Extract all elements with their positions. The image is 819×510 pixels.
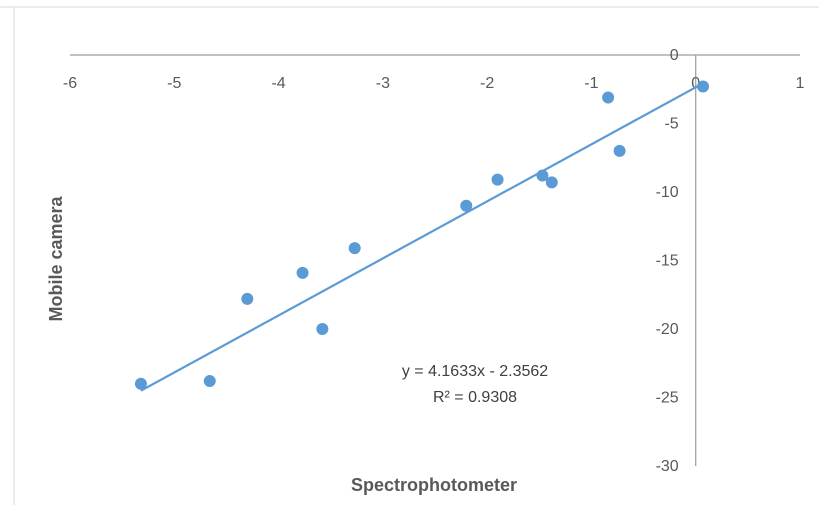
data-point [545,176,558,189]
axes: -6 -5 -4 -3 -2 -1 0 1 0-5-10-15-20-25-30 [63,47,805,475]
trendline-equation: y = 4.1633x - 2.3562 [402,363,548,380]
data-point [613,144,626,157]
x-tick-labels: -6 -5 -4 -3 -2 -1 0 1 [63,75,805,92]
x-tick-label: -4 [271,75,285,92]
data-point [460,199,473,212]
y-axis-title: Mobile camera [46,195,66,321]
y-tick-labels: 0 -5 -10 -15 -20 -25 -30 [656,47,679,475]
data-point [203,375,216,388]
data-point [697,80,710,93]
data-point [134,377,147,390]
x-tick-label: -1 [584,75,598,92]
x-tick-label: -6 [63,75,77,92]
data-points [134,80,710,390]
y-tick-label: -20 [656,321,679,338]
data-point [348,242,361,255]
x-tick-label: -2 [480,75,494,92]
y-tick-label: -30 [656,458,679,475]
y-tick-label: -25 [656,390,679,407]
x-axis-title: Spectrophotometer [351,475,517,495]
x-tick-label: -3 [376,75,390,92]
y-tick-label: 0 [670,47,679,64]
data-point [536,169,549,182]
data-point [602,91,615,104]
r-squared-label: R² = 0.9308 [433,389,517,406]
data-point [316,323,329,335]
y-tick-label: -10 [656,184,679,201]
y-tick-label: -5 [664,116,678,133]
trendline [140,82,704,392]
data-point [241,292,254,305]
x-tick-label: 0 [691,75,700,92]
data-point [296,266,309,279]
y-tick-label: -15 [656,253,679,270]
x-tick-label: 1 [796,75,805,92]
data-point [491,173,504,186]
x-tick-label: -5 [167,75,181,92]
